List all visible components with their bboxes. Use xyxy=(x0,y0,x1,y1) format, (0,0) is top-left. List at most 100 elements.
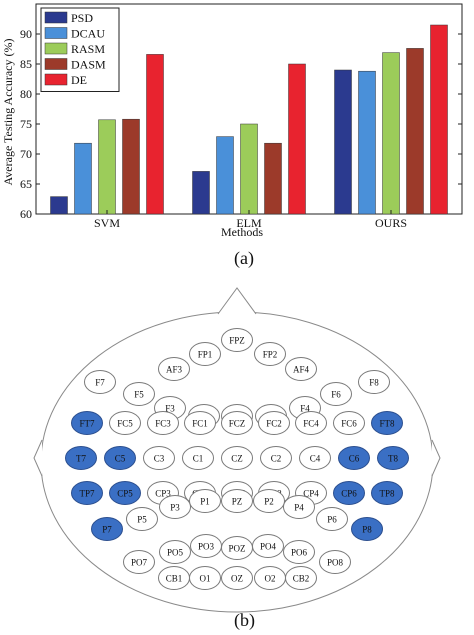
electrode-marker xyxy=(84,370,116,394)
electrode-marker xyxy=(316,507,348,531)
bar-rasm xyxy=(240,123,258,215)
electrode-p6: P6 xyxy=(316,507,348,531)
electrode-label: FCZ xyxy=(229,419,246,429)
electrode-marker xyxy=(260,446,292,470)
electrode-marker xyxy=(189,489,221,513)
electrode-o2: O2 xyxy=(254,566,286,590)
bar-rasm xyxy=(382,52,400,215)
electrode-label: PO8 xyxy=(327,558,344,568)
electrode-po5: PO5 xyxy=(159,540,191,564)
electrode-fcz: FCZ xyxy=(221,411,253,435)
electrode-f8: F8 xyxy=(358,370,390,394)
electrode-marker xyxy=(182,446,214,470)
electrode-marker xyxy=(371,411,403,435)
bar-dcau xyxy=(74,142,92,215)
electrode-label: FT7 xyxy=(79,419,95,429)
legend-label: DASM xyxy=(71,58,106,72)
bar-dasm xyxy=(122,118,140,215)
electrode-marker xyxy=(299,446,331,470)
electrode-label: PO7 xyxy=(131,558,148,568)
electrode-marker xyxy=(221,328,253,352)
y-axis: 60 65 70 75 80 85 90 xyxy=(20,27,462,221)
bar-dasm xyxy=(264,142,282,215)
caption-b: (b) xyxy=(234,610,255,630)
right-ear xyxy=(431,439,441,477)
electrode-p3: P3 xyxy=(159,495,191,519)
electrode-tp7: TP7 xyxy=(71,481,103,505)
electrode-fc1: FC1 xyxy=(184,411,216,435)
electrode-marker xyxy=(221,446,253,470)
bar-de xyxy=(430,24,448,215)
electrode-cb1: CB1 xyxy=(158,566,190,590)
bar-de xyxy=(146,54,164,215)
electrode-marker xyxy=(295,411,327,435)
electrode-label: PO5 xyxy=(167,548,184,558)
electrode-cb2: CB2 xyxy=(285,566,317,590)
electrode-label: FC6 xyxy=(341,419,357,429)
electrode-label: O2 xyxy=(265,574,276,584)
bar-psd xyxy=(50,196,68,215)
electrode-label: P6 xyxy=(327,515,337,525)
electrode-c6: C6 xyxy=(338,446,370,470)
electrode-label: T8 xyxy=(388,454,398,464)
bar-dcau xyxy=(358,70,376,215)
electrode-marker xyxy=(71,411,103,435)
electrode-marker xyxy=(283,540,315,564)
electrode-marker xyxy=(285,566,317,590)
electrode-p7: P7 xyxy=(91,517,123,541)
electrode-c4: C4 xyxy=(299,446,331,470)
electrode-af4: AF4 xyxy=(285,357,317,381)
electrode-label: C5 xyxy=(115,454,126,464)
electrode-fpz: FPZ xyxy=(221,328,253,352)
legend-swatch xyxy=(44,11,68,24)
electrode-marker xyxy=(143,446,175,470)
electrode-marker xyxy=(319,550,351,574)
x-tick-label: SVM xyxy=(94,216,120,230)
y-tick-label: 60 xyxy=(20,207,32,221)
x-axis: SVM ELM OURS xyxy=(94,210,407,230)
y-tick-label: 75 xyxy=(20,117,32,131)
electrode-label: CB1 xyxy=(166,574,183,584)
electrode-label: P4 xyxy=(294,503,304,513)
electrode-marker xyxy=(351,517,383,541)
electrode-label: F3 xyxy=(165,404,175,414)
bar-chart: 60 65 70 75 80 85 90 SVM ELM OURS Average Testin… xyxy=(1,3,463,239)
electrode-label: PO6 xyxy=(291,548,308,558)
electrode-label: CB2 xyxy=(293,574,310,584)
electrode-marker xyxy=(338,446,370,470)
electrode-map: FPZFP1FP2AF3AF4F7F5F3F1FZF2F4F6F8FT7FC5F… xyxy=(33,287,441,613)
electrode-marker xyxy=(65,446,97,470)
electrode-label: CP4 xyxy=(303,489,319,499)
electrodes: FPZFP1FP2AF3AF4F7F5F3F1FZF2F4F6F8FT7FC5F… xyxy=(65,328,409,590)
electrode-label: FT8 xyxy=(379,419,395,429)
electrode-po8: PO8 xyxy=(319,550,351,574)
electrode-label: C4 xyxy=(310,454,321,464)
electrode-marker xyxy=(285,357,317,381)
electrode-label: F5 xyxy=(134,390,144,400)
electrode-po4: PO4 xyxy=(252,534,284,558)
electrode-marker xyxy=(254,342,286,366)
y-tick-label: 85 xyxy=(20,57,32,71)
electrode-marker xyxy=(159,540,191,564)
electrode-marker xyxy=(320,382,352,406)
electrode-marker xyxy=(147,411,179,435)
electrode-marker xyxy=(252,534,284,558)
nose xyxy=(217,287,257,315)
legend-swatch xyxy=(44,42,68,55)
y-tick-label: 70 xyxy=(20,147,32,161)
x-tick-label: ELM xyxy=(236,216,262,230)
electrode-marker xyxy=(333,481,365,505)
electrode-label: FC3 xyxy=(155,419,171,429)
y-tick-label: 90 xyxy=(20,27,32,41)
electrode-marker xyxy=(123,382,155,406)
electrode-marker xyxy=(123,550,155,574)
electrode-marker xyxy=(258,411,290,435)
electrode-p1: P1 xyxy=(189,489,221,513)
electrode-cp5: CP5 xyxy=(109,481,141,505)
electrode-po6: PO6 xyxy=(283,540,315,564)
electrode-label: POZ xyxy=(228,544,245,554)
electrode-marker xyxy=(253,489,285,513)
electrode-marker xyxy=(221,489,253,513)
electrode-label: PO4 xyxy=(260,542,277,552)
electrode-p5: P5 xyxy=(126,507,158,531)
